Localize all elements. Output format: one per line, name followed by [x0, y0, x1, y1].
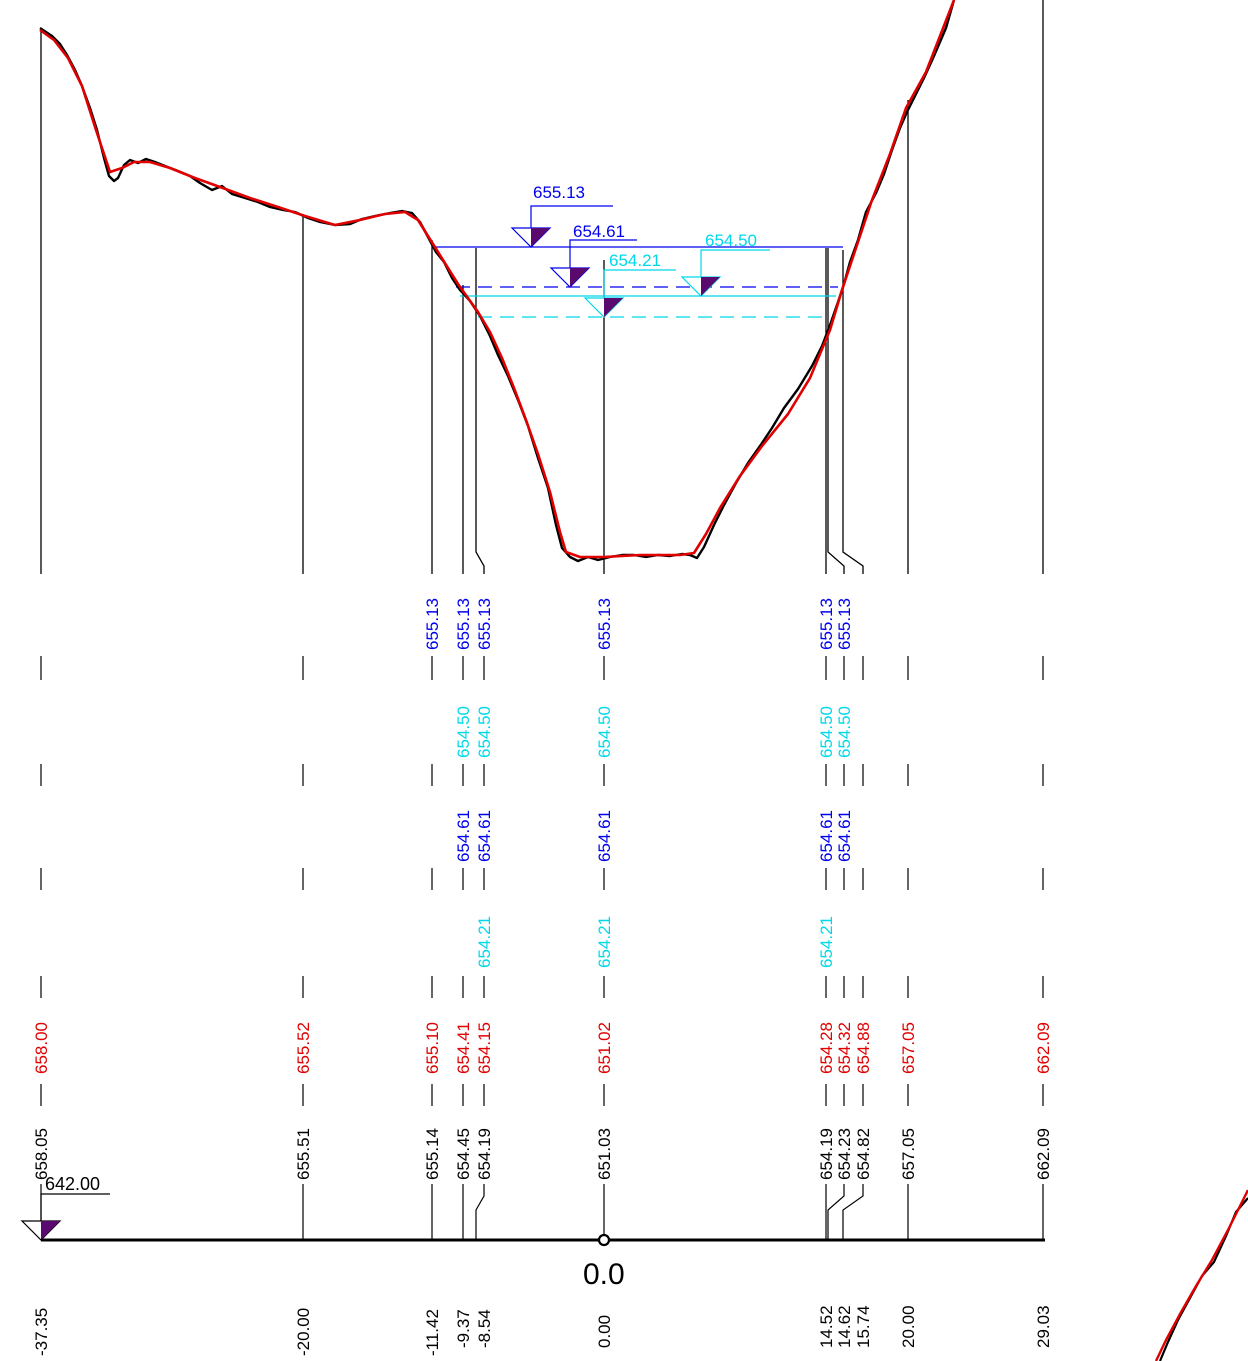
value-label: 655.13 [595, 598, 614, 650]
value-label: 658.00 [32, 1022, 51, 1074]
station-label: -20.00 [294, 1308, 313, 1356]
value-label: 662.09 [1034, 1128, 1053, 1180]
wl-label-654-50: 654.50 [705, 231, 757, 250]
wl-label-654-61: 654.61 [573, 222, 625, 241]
value-label: 654.19 [817, 1128, 836, 1180]
value-label: 655.13 [454, 598, 473, 650]
station-label: 14.62 [835, 1305, 854, 1348]
center-label: 0.0 [583, 1258, 625, 1291]
value-label: 654.15 [475, 1022, 494, 1074]
wl-label-655-13: 655.13 [533, 183, 585, 202]
value-label: 654.61 [817, 810, 836, 862]
value-label: 654.45 [454, 1128, 473, 1180]
value-label: 654.50 [475, 706, 494, 758]
value-label: 654.61 [475, 810, 494, 862]
station-line [842, 250, 864, 574]
value-label: 655.13 [835, 598, 854, 650]
table-ticks [40, 656, 1044, 1240]
wl-marker-655-13: 655.13 [510, 183, 613, 248]
value-label: 657.05 [899, 1128, 918, 1180]
station-label: 20.00 [899, 1305, 918, 1348]
value-label: 654.21 [595, 916, 614, 968]
value-label: 655.13 [423, 598, 442, 650]
station-label: -8.54 [475, 1309, 494, 1348]
station-label: -37.35 [32, 1308, 51, 1356]
row-wl-654-21: 654.21 654.21 654.21 [475, 916, 836, 968]
row-wl-655-13: 655.13 655.13 655.13 655.13 655.13 655.1… [423, 598, 854, 650]
adjacent-ground-line [1158, 1197, 1248, 1361]
value-label: 655.13 [817, 598, 836, 650]
row-wl-654-50: 654.50 654.50 654.50 654.50 654.50 [454, 706, 854, 758]
station-label: -9.37 [454, 1309, 473, 1348]
wl-marker-654-21: 654.21 [583, 251, 676, 318]
water-levels [432, 246, 843, 318]
value-label: 654.23 [835, 1128, 854, 1180]
value-label: 654.21 [475, 916, 494, 968]
value-label: 654.32 [835, 1022, 854, 1074]
value-label: 651.03 [595, 1128, 614, 1180]
wl-marker-654-50: 654.50 [680, 231, 770, 297]
station-label: 15.74 [854, 1305, 873, 1348]
row-stations: -37.35 -20.00 -11.42 -9.37 -8.54 0.00 14… [32, 1305, 1053, 1356]
value-label: 655.14 [423, 1128, 442, 1180]
ground-line [39, 0, 956, 563]
station-line [827, 248, 845, 574]
value-label: 654.50 [817, 706, 836, 758]
value-label: 654.41 [454, 1022, 473, 1074]
value-label: 654.61 [595, 810, 614, 862]
value-label: 654.19 [475, 1128, 494, 1180]
station-label: 0.00 [595, 1315, 614, 1348]
value-label: 655.52 [294, 1022, 313, 1074]
station-label: 29.03 [1034, 1305, 1053, 1348]
design-line [39, 0, 956, 559]
value-label: 654.21 [817, 916, 836, 968]
value-label: 655.51 [294, 1128, 313, 1180]
value-label: 654.61 [835, 810, 854, 862]
value-label: 654.61 [454, 810, 473, 862]
row-wl-654-61: 654.61 654.61 654.61 654.61 654.61 [454, 810, 854, 862]
value-label: 654.50 [595, 706, 614, 758]
center-marker [597, 1233, 611, 1247]
datum-label: 642.00 [45, 1174, 100, 1194]
station-label: -11.42 [423, 1309, 442, 1356]
value-label: 654.28 [817, 1022, 836, 1074]
value-label: 655.13 [475, 598, 494, 650]
adjacent-design-line [1154, 1189, 1248, 1361]
value-label: 658.05 [32, 1128, 51, 1180]
value-label: 654.88 [854, 1022, 873, 1074]
datum-marker: 642.00 [20, 1174, 110, 1241]
value-label: 651.02 [595, 1022, 614, 1074]
value-label: 654.50 [454, 706, 473, 758]
row-ground-elevation: 658.05 655.51 655.14 654.45 654.19 651.0… [32, 1128, 1053, 1180]
value-label: 654.82 [854, 1128, 873, 1180]
wl-marker-654-61: 654.61 [549, 222, 637, 288]
row-design-elevation: 658.00 655.52 655.10 654.41 654.15 651.0… [32, 1022, 1053, 1074]
station-lines [40, 0, 1044, 574]
value-label: 662.09 [1034, 1022, 1053, 1074]
station-line [475, 248, 485, 574]
wl-label-654-21: 654.21 [609, 251, 661, 270]
value-label: 654.50 [835, 706, 854, 758]
value-label: 657.05 [899, 1022, 918, 1074]
value-label: 655.10 [423, 1022, 442, 1074]
station-label: 14.52 [817, 1305, 836, 1348]
